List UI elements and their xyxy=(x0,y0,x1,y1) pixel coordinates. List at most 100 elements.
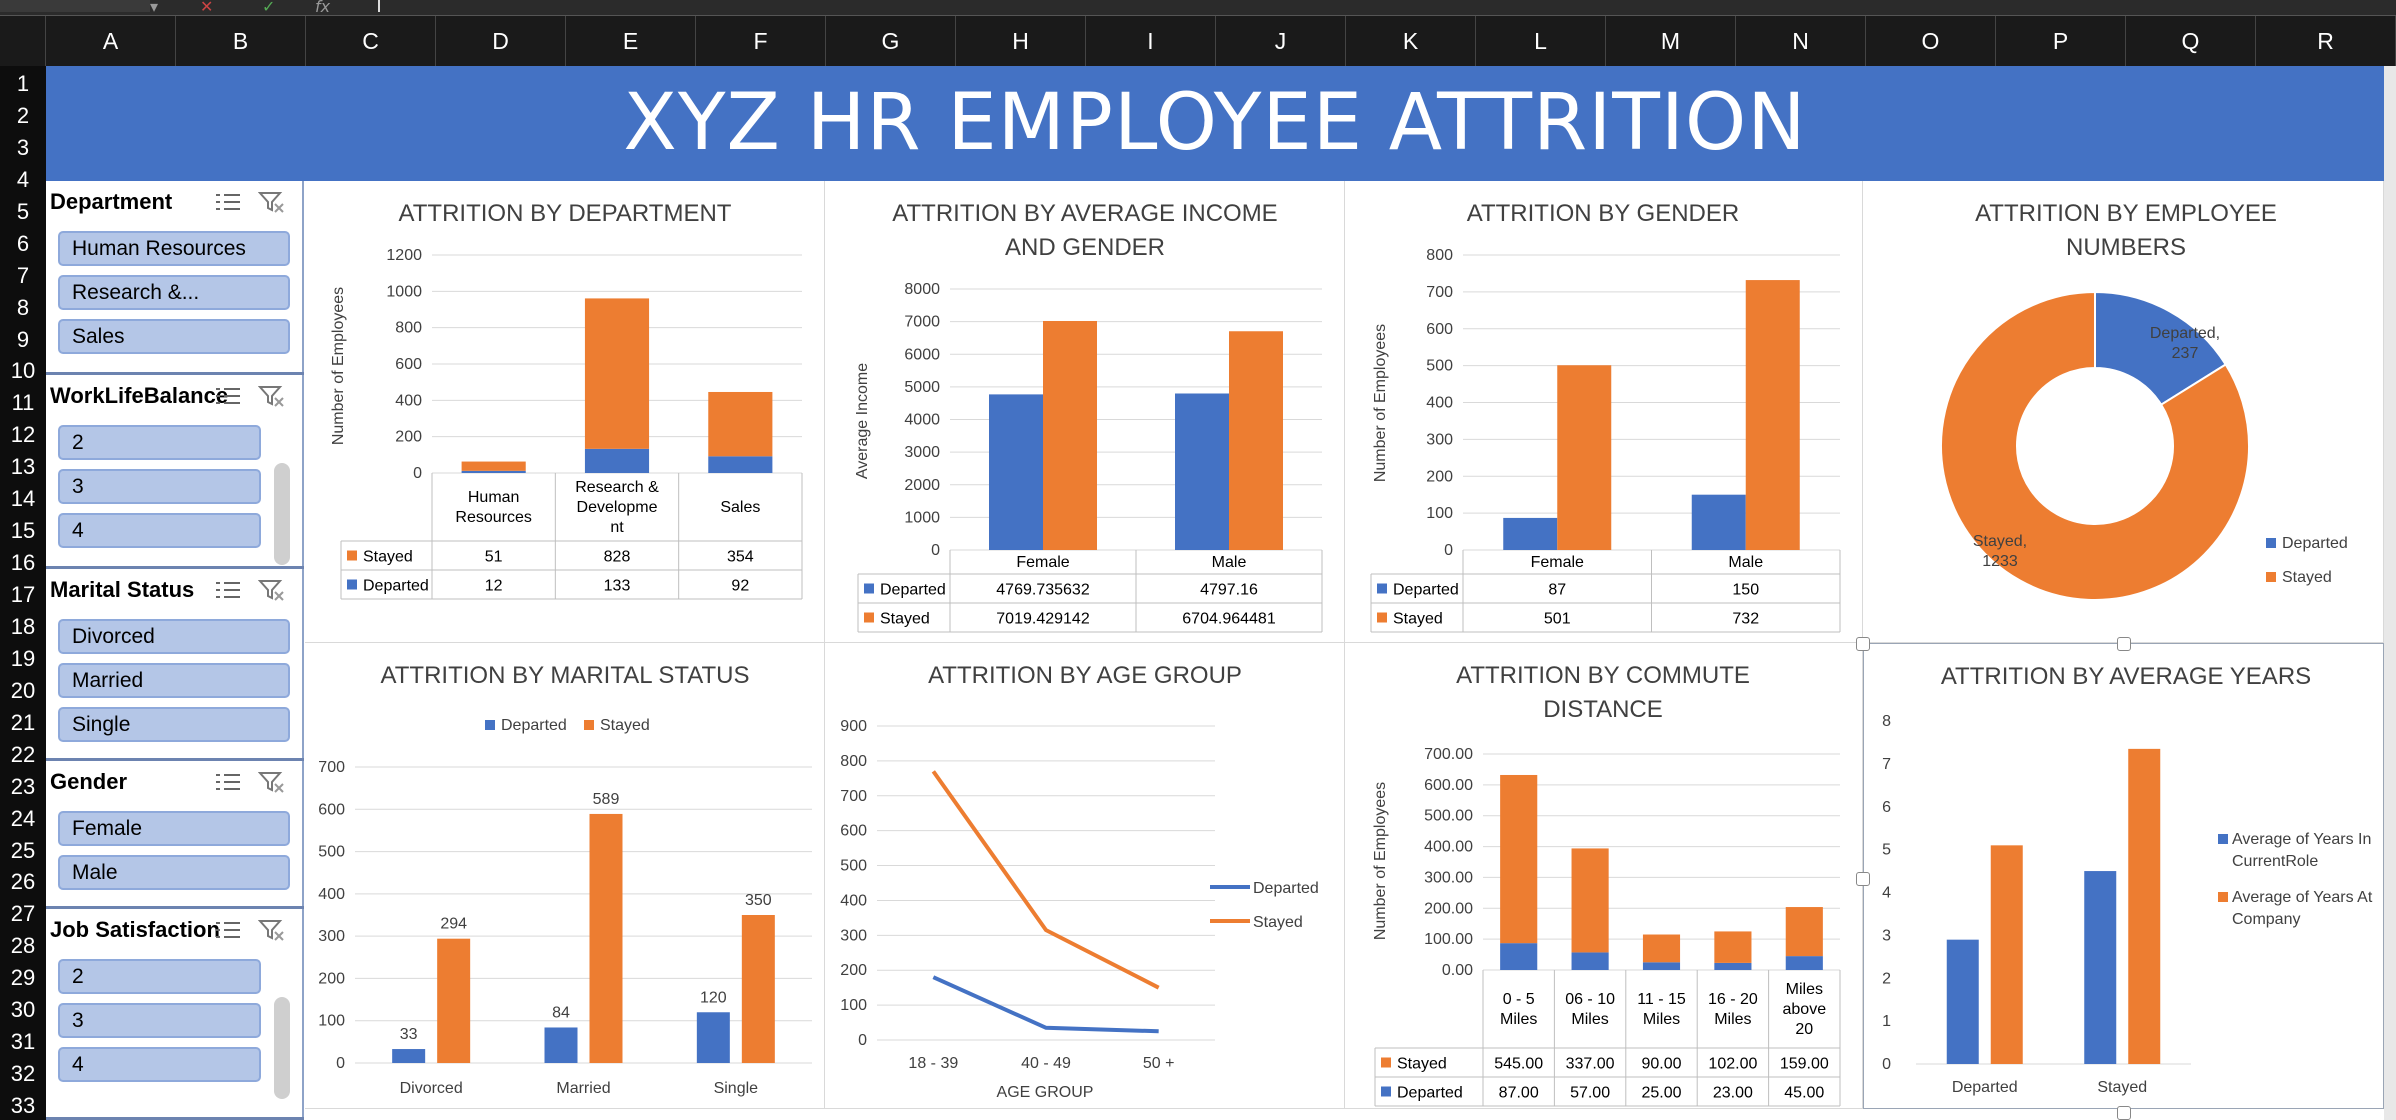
slicer-scrollbar[interactable] xyxy=(274,997,290,1099)
table-series-label: Departed xyxy=(880,582,946,599)
chart-years[interactable]: ATTRITION BY AVERAGE YEARS 0 1 2 3 4 5 6 7 8 Depar… xyxy=(1863,643,2384,1109)
column-header-h[interactable]: H xyxy=(956,16,1086,66)
column-header-j[interactable]: J xyxy=(1216,16,1346,66)
column-header-d[interactable]: D xyxy=(436,16,566,66)
row-header-1[interactable]: 1 xyxy=(16,71,30,96)
row-header-8[interactable]: 8 xyxy=(16,294,30,320)
select-all-corner[interactable] xyxy=(0,16,46,66)
row-header-30[interactable]: 30 xyxy=(10,997,36,1023)
clear-filter-icon[interactable] xyxy=(257,579,286,601)
column-header-k[interactable]: K xyxy=(1346,16,1476,66)
slicer-item[interactable]: Single xyxy=(58,707,290,742)
name-box[interactable] xyxy=(0,0,150,12)
formula-input[interactable] xyxy=(378,0,392,12)
chart-commute[interactable]: ATTRITION BY COMMUTE DISTANCE Number of Em… xyxy=(1345,643,1863,1109)
row-header-5[interactable]: 5 xyxy=(16,198,30,224)
fx-icon[interactable]: fx xyxy=(315,0,331,16)
chart-income[interactable]: ATTRITION BY AVERAGE INCOME AND GENDER Ave… xyxy=(825,181,1345,643)
row-header-23[interactable]: 23 xyxy=(10,773,36,799)
y-tick-label: 600 xyxy=(1426,321,1453,338)
chart-years-svg: ATTRITION BY AVERAGE YEARS 0 1 2 3 4 5 6 7 8 Depar… xyxy=(1882,663,2373,1096)
resize-handle[interactable] xyxy=(2117,1106,2131,1120)
row-header-31[interactable]: 31 xyxy=(10,1029,36,1055)
chart-numbers[interactable]: ATTRITION BY EMPLOYEE NUMBERS Departed, 237… xyxy=(1863,181,2384,643)
row-header-12[interactable]: 12 xyxy=(10,422,36,448)
resize-handle[interactable] xyxy=(1856,637,1870,651)
row-header-22[interactable]: 22 xyxy=(10,741,36,767)
row-header-26[interactable]: 26 xyxy=(10,869,36,895)
row-header-7[interactable]: 7 xyxy=(16,262,30,288)
row-header-15[interactable]: 15 xyxy=(10,518,36,544)
row-header-18[interactable]: 18 xyxy=(10,613,36,639)
column-header-b[interactable]: B xyxy=(176,16,306,66)
clear-filter-icon[interactable] xyxy=(257,771,286,793)
column-header-q[interactable]: Q xyxy=(2126,16,2256,66)
resize-handle[interactable] xyxy=(2117,637,2131,651)
slicer-item[interactable]: Female xyxy=(58,811,290,846)
slicer-item[interactable]: 2 xyxy=(58,959,261,994)
row-header-6[interactable]: 6 xyxy=(16,230,30,256)
cancel-x-icon[interactable]: ✕ xyxy=(200,0,214,16)
column-header-i[interactable]: I xyxy=(1086,16,1216,66)
slicer-item[interactable]: Divorced xyxy=(58,619,290,654)
clear-filter-icon[interactable] xyxy=(257,385,286,407)
slicer-item[interactable]: Male xyxy=(58,855,290,890)
row-header-11[interactable]: 11 xyxy=(11,390,35,416)
row-header-25[interactable]: 25 xyxy=(10,837,36,863)
clear-filter-icon[interactable] xyxy=(257,919,286,941)
slicer-scrollbar[interactable] xyxy=(274,463,290,565)
row-header-17[interactable]: 17 xyxy=(10,582,36,608)
row-header-14[interactable]: 14 xyxy=(10,486,36,512)
column-header-a[interactable]: A xyxy=(46,16,176,66)
row-header-24[interactable]: 24 xyxy=(10,805,36,831)
row-header-20[interactable]: 20 xyxy=(10,677,36,703)
multi-select-icon[interactable] xyxy=(214,579,242,601)
column-header-g[interactable]: G xyxy=(826,16,956,66)
row-header-3[interactable]: 3 xyxy=(16,134,30,160)
column-header-r[interactable]: R xyxy=(2256,16,2396,66)
resize-handle[interactable] xyxy=(1856,872,1870,886)
x-axis-label: AGE GROUP xyxy=(997,1084,1094,1101)
column-header-l[interactable]: L xyxy=(1476,16,1606,66)
row-header-33[interactable]: 33 xyxy=(10,1093,36,1119)
row-header-2[interactable]: 2 xyxy=(16,102,30,128)
row-header-28[interactable]: 28 xyxy=(10,933,36,959)
slicer-item[interactable]: Married xyxy=(58,663,290,698)
slicer-item[interactable]: Human Resources xyxy=(58,231,290,266)
slicer-item[interactable]: 4 xyxy=(58,513,261,548)
slicer-item[interactable]: Research &... xyxy=(58,275,290,310)
column-header-n[interactable]: N xyxy=(1736,16,1866,66)
row-header-4[interactable]: 4 xyxy=(16,166,30,192)
chart-gender[interactable]: ATTRITION BY GENDER Number of Employees 0 1… xyxy=(1345,181,1863,643)
slicer-item[interactable]: 4 xyxy=(58,1047,261,1082)
slicer-item[interactable]: 3 xyxy=(58,1003,261,1038)
slicer-item[interactable]: 3 xyxy=(58,469,261,504)
column-header-p[interactable]: P xyxy=(1996,16,2126,66)
row-header-32[interactable]: 32 xyxy=(10,1061,36,1087)
multi-select-icon[interactable] xyxy=(214,919,242,941)
column-header-o[interactable]: O xyxy=(1866,16,1996,66)
row-header-10[interactable]: 10 xyxy=(10,358,36,384)
row-header-29[interactable]: 29 xyxy=(10,965,36,991)
column-header-m[interactable]: M xyxy=(1606,16,1736,66)
column-header-c[interactable]: C xyxy=(306,16,436,66)
row-header-21[interactable]: 21 xyxy=(10,709,36,735)
chart-marital[interactable]: ATTRITION BY MARITAL STATUS Departed Staye… xyxy=(305,643,825,1109)
dropdown-icon[interactable]: ▾ xyxy=(150,0,159,16)
clear-filter-icon[interactable] xyxy=(257,191,286,213)
row-header-16[interactable]: 16 xyxy=(10,550,36,576)
column-header-e[interactable]: E xyxy=(566,16,696,66)
multi-select-icon[interactable] xyxy=(214,771,242,793)
column-header-f[interactable]: F xyxy=(696,16,826,66)
enter-check-icon[interactable]: ✓ xyxy=(262,0,276,16)
slicer-item[interactable]: 2 xyxy=(58,425,261,460)
chart-age[interactable]: ATTRITION BY AGE GROUP 0 100 200 300 400 500 60… xyxy=(825,643,1345,1109)
row-header-9[interactable]: 9 xyxy=(16,326,30,352)
row-header-19[interactable]: 19 xyxy=(10,645,36,671)
multi-select-icon[interactable] xyxy=(214,191,242,213)
row-header-13[interactable]: 13 xyxy=(10,454,36,480)
slicer-item[interactable]: Sales xyxy=(58,319,290,354)
row-header-27[interactable]: 27 xyxy=(10,901,36,927)
chart-department[interactable]: ATTRITION BY DEPARTMENT Number of Employe… xyxy=(305,181,825,643)
multi-select-icon[interactable] xyxy=(214,385,242,407)
